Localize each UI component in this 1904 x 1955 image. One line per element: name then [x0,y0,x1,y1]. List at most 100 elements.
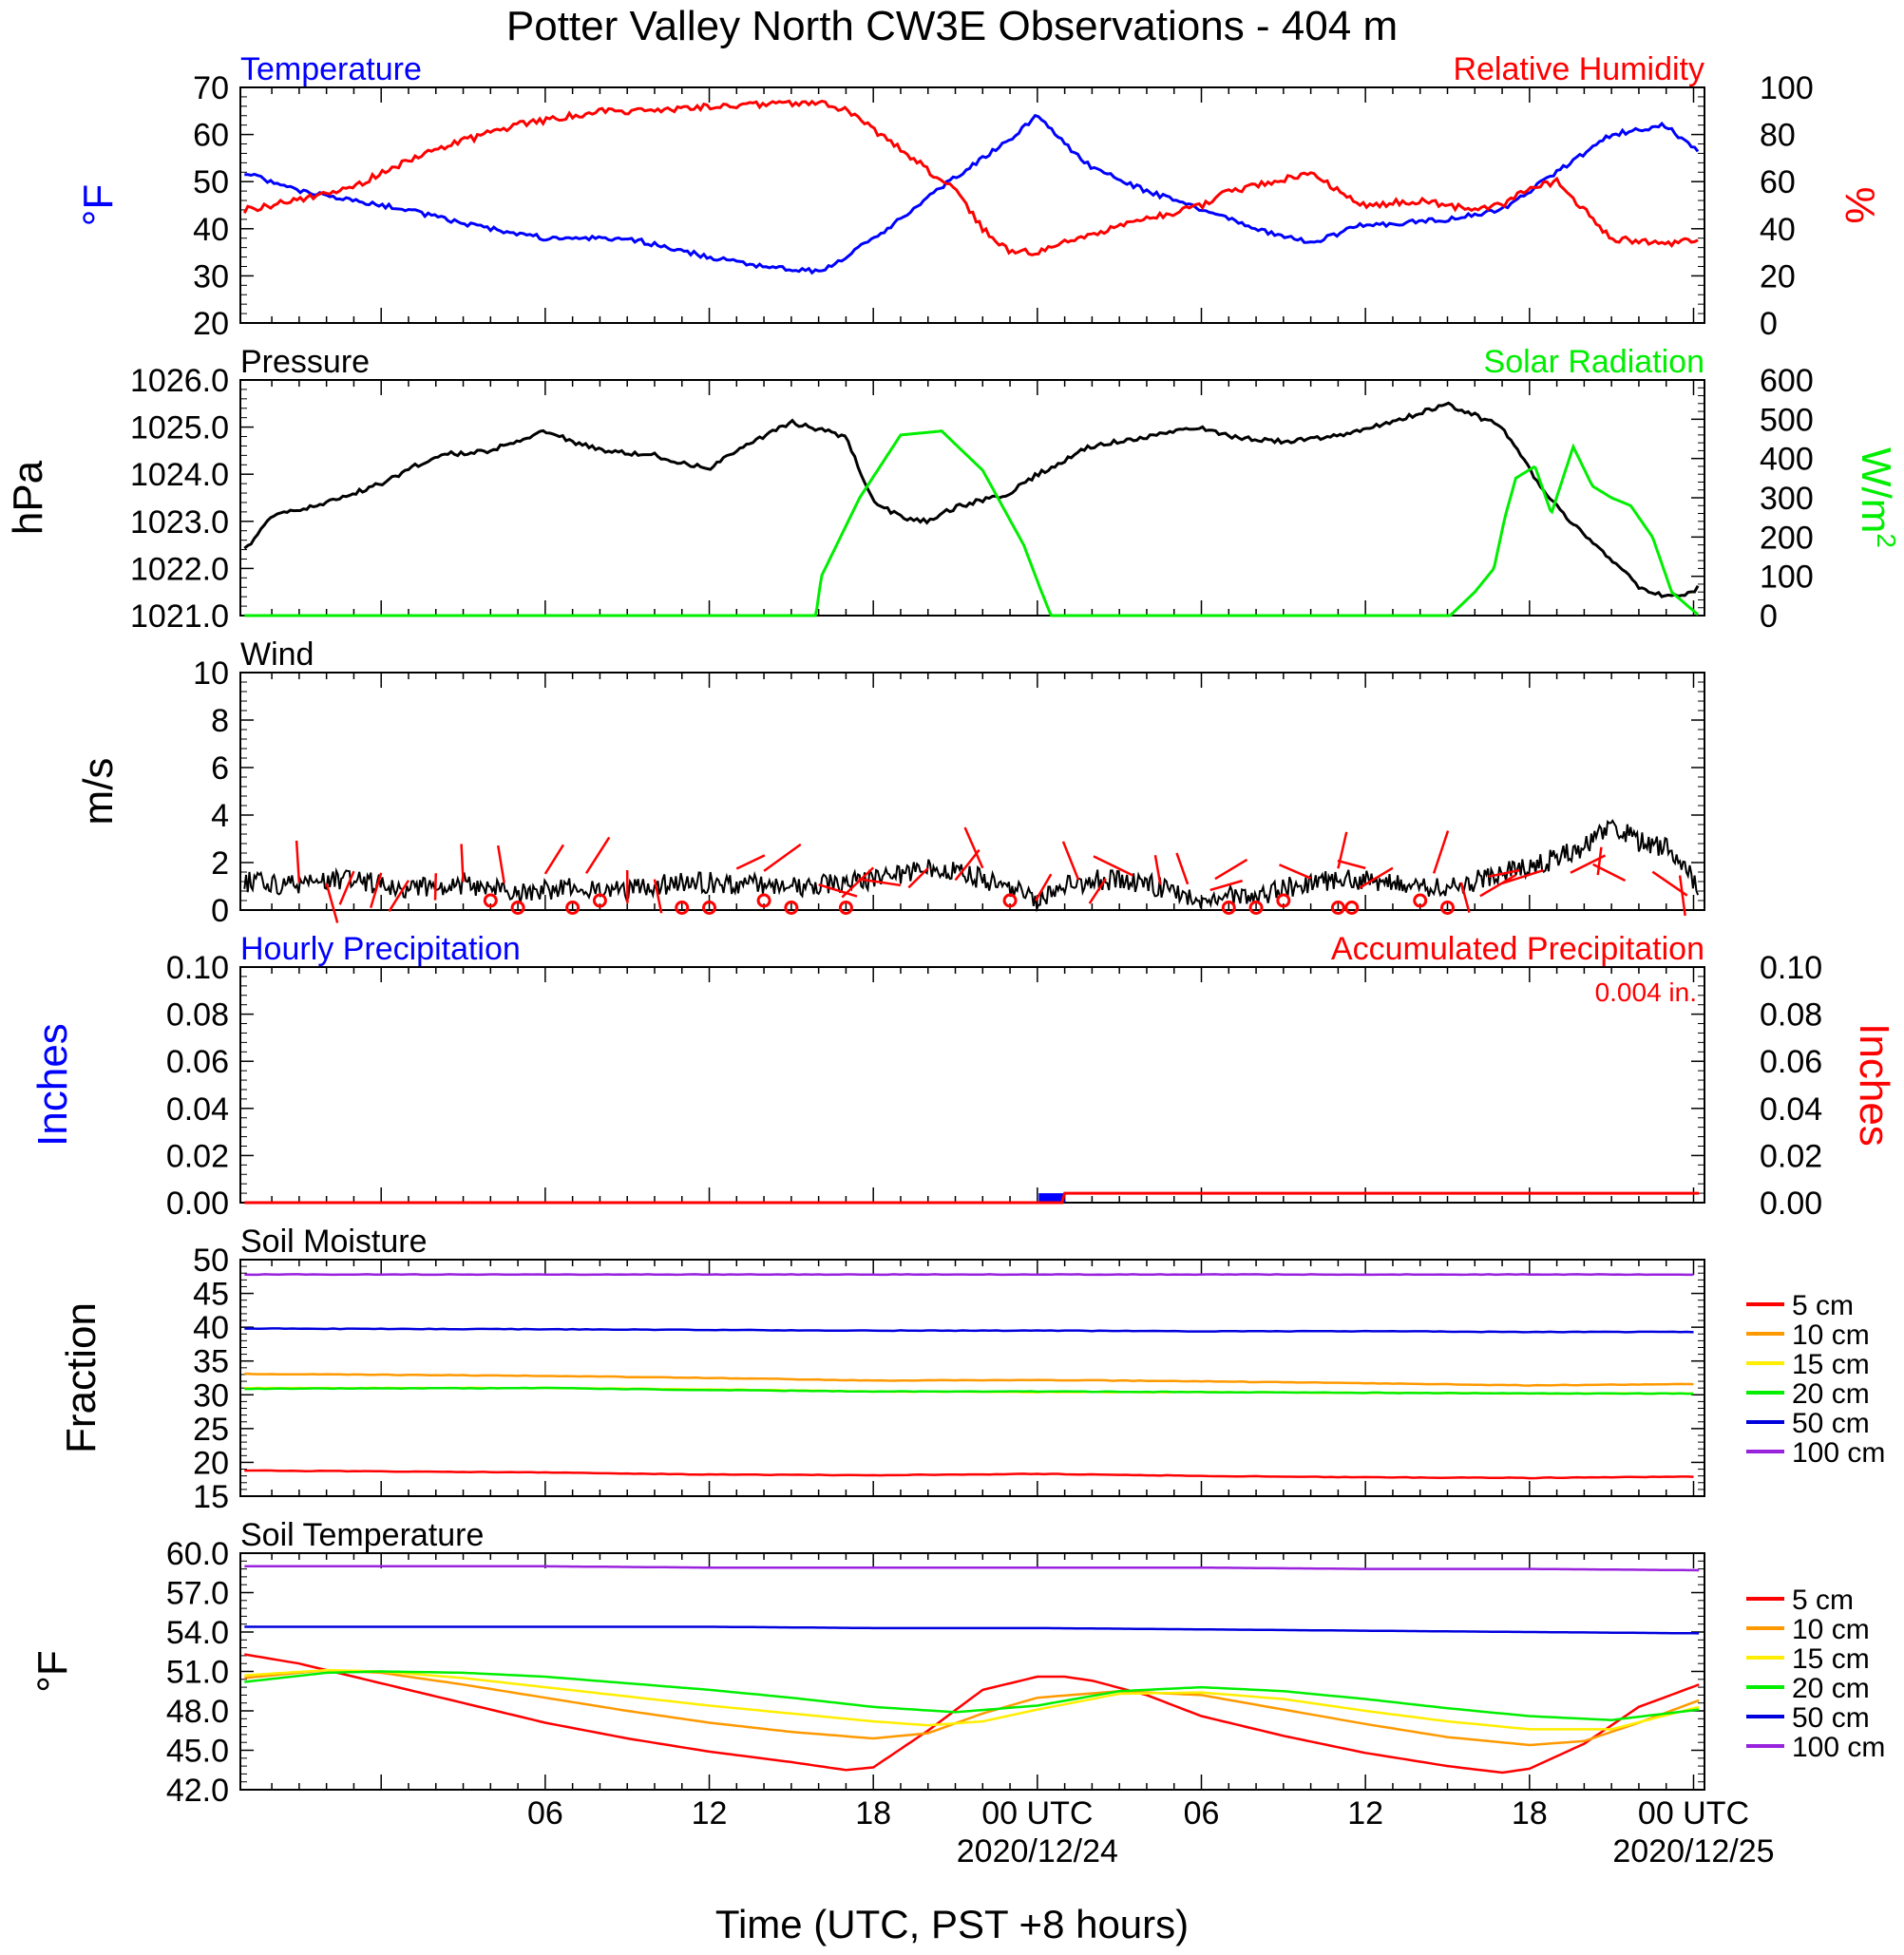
right-tick-label: 40 [1760,212,1796,248]
wind-barb [338,870,355,905]
y-tick-label: 1021.0 [130,598,229,635]
y-tick-label: 8 [211,703,229,739]
plot-frame [239,966,1705,1204]
wind-barb [388,880,410,912]
wind-barb [954,848,981,882]
wind-barb [841,866,875,899]
panel-title-soil_moisture: Soil Moisture [240,1224,428,1260]
soil-moisture-line [244,1469,1694,1480]
wind-barb [584,836,611,875]
right-tick-label: 200 [1760,520,1814,556]
right-tick-label: 0.08 [1760,997,1822,1034]
y-tick-label: 50 [193,1243,229,1279]
soil-temperature-legend-label: 50 cm [1792,1702,1870,1734]
panel-precip: 0.10 0.08 0.06 0.04 0.02 0.00 0.10 0.08 0.06 0.04… [166,950,1822,1222]
wind-barb [1088,878,1107,904]
wind-barb [1034,873,1053,902]
y-tick-label: 42.0 [166,1773,229,1809]
panel-title-wind: Wind [240,636,314,673]
soil-temperature-line [244,1668,1700,1747]
right-tick-label: 100 [1760,560,1814,596]
soil-temperature-line [244,1625,1700,1635]
right-tick-label: 80 [1760,118,1796,154]
left-unit-soil_temp: °F [29,1650,76,1692]
y-tick-label: 45.0 [166,1734,229,1770]
soil-moisture-legend-label: 10 cm [1792,1319,1870,1351]
wind-barb [1488,868,1520,879]
right-tick-label: 0 [1760,598,1778,635]
plot-frame [239,1552,1705,1791]
right-tick-label: 60 [1760,164,1796,200]
y-tick-label: 30 [193,258,229,294]
y-tick-label: 30 [193,1377,229,1414]
accumulated-precip-line [244,1191,1700,1205]
y-tick-label: 15 [193,1479,229,1515]
wind-barb [460,844,465,883]
soil-temperature-legend-label: 100 cm [1792,1732,1885,1763]
soil-moisture-line [244,1327,1694,1334]
wind-speed-line [243,819,1700,913]
wind-calm-marker [1002,893,1018,908]
wind-calm-marker [1276,893,1291,908]
y-tick-label: 10 [193,655,229,692]
right-tick-label: 0.02 [1760,1138,1822,1174]
x-tick-label: 18 [855,1795,891,1832]
panel-title-soil_temp: Soil Temperature [240,1517,484,1553]
temperature-line [244,113,1700,275]
wind-calm-marker [838,901,853,915]
soil-moisture-legend-label: 5 cm [1792,1290,1854,1321]
y-tick-label: 0.06 [166,1044,229,1080]
y-tick-label: 1026.0 [130,363,229,399]
y-tick-label: 1022.0 [130,551,229,587]
wind-barb [1479,874,1517,898]
soil-temperature-legend-label: 15 cm [1792,1643,1870,1675]
soil-moisture-line [244,1386,1694,1395]
wind-barb [1592,863,1627,883]
y-tick-label: 20 [193,306,229,342]
right-tick-label: 300 [1760,481,1814,517]
panel-pressure_solar: 1026.0 1025.0 1024.0 1023.0 1022.0 1021.0 6005… [130,363,1814,635]
y-tick-label: 48.0 [166,1694,229,1730]
wind-barb [907,867,929,889]
soil-moisture-line [244,1372,1694,1387]
wind-barb [1209,879,1244,892]
y-tick-label: 50 [193,164,229,200]
soil-temperature-line [244,1668,1700,1731]
right-unit-temp_rh: % [1837,186,1883,223]
pressure-line [243,401,1700,598]
y-tick-label: 1024.0 [130,457,229,493]
panel-title-precip: Hourly Precipitation [240,931,521,967]
y-tick-label: 0 [211,893,229,929]
left-unit-pressure_solar: hPa [5,460,51,535]
x-tick-label: 12 [692,1795,728,1832]
wind-barb [325,883,339,923]
right-tick-label: 0.00 [1760,1186,1822,1222]
wind-calm-marker [1248,901,1264,915]
y-tick-label: 25 [193,1412,229,1448]
wind-barb [653,879,663,914]
wind-barb [763,843,802,872]
x-date-label: 2020/12/24 [957,1833,1118,1870]
y-tick-label: 1025.0 [130,410,229,446]
x-tick-label: 00 UTC [981,1795,1093,1832]
y-tick-label: 2 [211,845,229,882]
soil-moisture-legend-label: 100 cm [1792,1437,1885,1469]
left-unit-wind: m/s [75,758,122,826]
y-tick-label: 54.0 [166,1615,229,1651]
right-tick-label: 0.06 [1760,1044,1822,1080]
y-tick-label: 35 [193,1344,229,1380]
wind-barb [433,873,438,901]
y-tick-label: 40 [193,1310,229,1346]
left-unit-precip: Inches [29,1023,76,1147]
plot-frame [239,1259,1705,1497]
y-tick-label: 40 [193,212,229,248]
wind-barb [1175,852,1190,885]
wind-calm-marker [510,901,525,915]
wind-calm-marker [565,901,581,915]
y-tick-label: 4 [211,798,229,834]
wind-barb [818,883,858,898]
right-tick-label: 20 [1760,258,1796,294]
x-tick-label: 06 [527,1795,563,1832]
panel-title-temp_rh: Temperature [240,51,422,87]
